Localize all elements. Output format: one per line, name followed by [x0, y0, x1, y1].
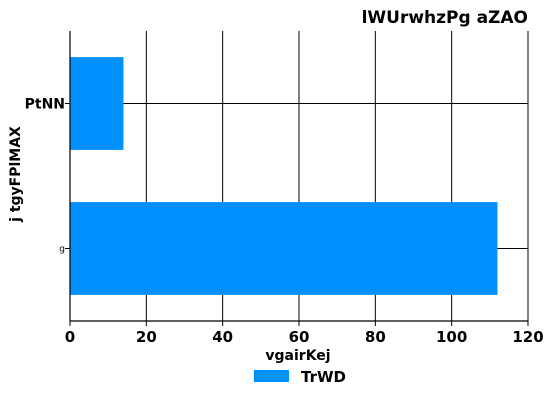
x-axis-label: vgairKej — [265, 348, 330, 364]
x-tick-label-60: 60 — [289, 328, 310, 346]
y-axis-label: j tgyFPlMAX — [8, 126, 24, 223]
bar-ptnn — [70, 57, 124, 150]
legend-label-trwd: TrWD — [301, 368, 346, 386]
bars — [70, 57, 498, 295]
legend-swatch — [254, 370, 289, 382]
y-tick-label-ptnn: PtNN — [25, 97, 65, 113]
bar-g — [70, 202, 498, 295]
x-tick-label-20: 20 — [136, 328, 157, 346]
x-tick-label-80: 80 — [365, 328, 386, 346]
x-tick-label-120: 120 — [512, 328, 543, 346]
chart-title: lWUrwhzPg aZAO — [362, 8, 528, 28]
x-tick-label-100: 100 — [436, 328, 467, 346]
y-tick-label-g: g — [59, 245, 65, 255]
legend: TrWD — [254, 368, 346, 386]
x-tick-label-0: 0 — [65, 328, 75, 346]
x-tick-label-40: 40 — [212, 328, 233, 346]
axes: 0 20 40 60 80 100 120 PtNN g — [25, 31, 544, 346]
